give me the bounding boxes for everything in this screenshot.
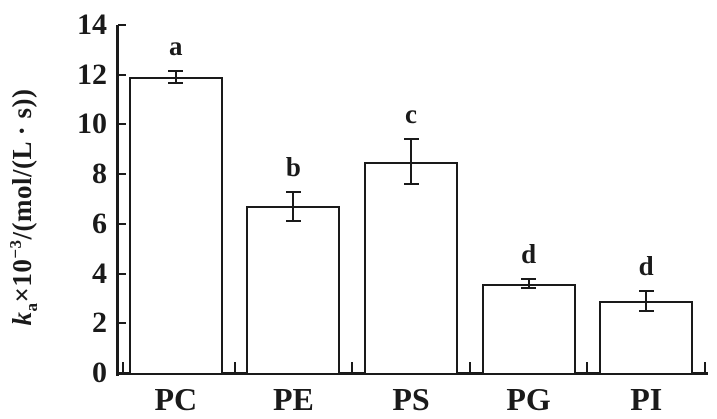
error-bar-cap-bottom (168, 82, 184, 85)
y-axis-tick (118, 173, 126, 176)
error-bar-cap-bottom (403, 183, 419, 186)
y-tick-label: 2 (92, 306, 107, 340)
error-bar-cap-top (638, 289, 654, 292)
error-bar-cap-top (521, 277, 537, 280)
y-tick-label: 6 (92, 206, 107, 240)
y-axis-tick (118, 123, 126, 126)
significance-letter-pc: a (169, 30, 183, 61)
error-bar-cap-bottom (521, 287, 537, 290)
x-category-label-pi: PI (630, 381, 663, 417)
significance-letter-ps: c (405, 99, 417, 130)
bar-ps (364, 161, 458, 375)
x-category-label-pg: PG (506, 381, 551, 417)
y-axis-line (115, 25, 119, 376)
y-tick-label: 0 (92, 356, 107, 389)
error-bar-cap-top (168, 69, 184, 72)
error-bar-cap-bottom (638, 309, 654, 312)
y-axis-tick (118, 322, 126, 325)
y-tick-label: 12 (77, 57, 107, 91)
bar-pi (599, 300, 694, 375)
y-tick-label: 4 (92, 256, 107, 290)
bar-pe (246, 206, 341, 375)
bar-pc (128, 77, 223, 375)
bar-pg (481, 283, 576, 375)
significance-letter-pg: d (521, 238, 537, 269)
y-tick-label: 14 (77, 8, 107, 41)
error-bar-pg (527, 278, 530, 289)
error-bar-ps (410, 139, 412, 185)
y-axis-tick (118, 222, 126, 225)
significance-letter-pe: b (285, 151, 301, 182)
x-category-label-pe: PE (272, 381, 314, 417)
y-axis-tick (118, 372, 126, 374)
y-axis-tick (118, 73, 126, 76)
x-axis-tick (468, 362, 471, 373)
y-axis-tick (118, 24, 126, 26)
error-bar-pc (174, 70, 177, 84)
y-tick-label: 10 (77, 107, 107, 141)
y-axis-tick (118, 272, 126, 275)
error-bar-cap-bottom (285, 220, 301, 223)
x-axis-tick (122, 362, 124, 373)
x-category-label-pc: PC (154, 381, 198, 417)
error-bar-pe (292, 191, 295, 222)
significance-letter-pi: d (638, 250, 654, 281)
error-bar-cap-top (285, 190, 301, 193)
x-category-label-ps: PS (392, 381, 430, 417)
x-axis-tick (233, 362, 236, 373)
error-bar-cap-top (403, 138, 419, 141)
error-bar-pi (645, 290, 648, 311)
y-tick-label: 8 (92, 157, 107, 191)
x-axis-tick (704, 362, 706, 373)
x-axis-tick (351, 362, 354, 373)
x-axis-tick (586, 362, 589, 373)
